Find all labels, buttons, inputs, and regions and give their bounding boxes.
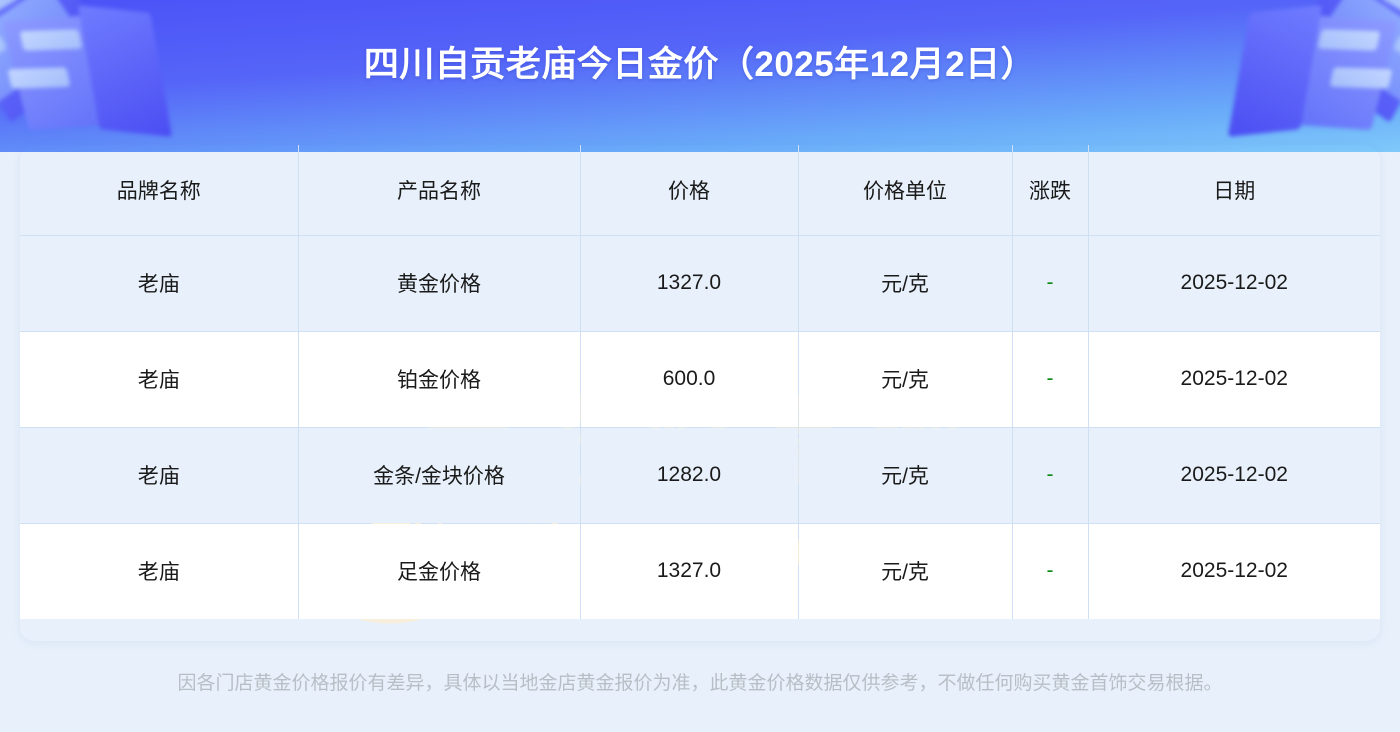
column-header-price: 价格 [580, 145, 799, 236]
cell-unit: 元/克 [798, 331, 1013, 428]
cell-price: 1282.0 [580, 427, 799, 524]
table-row: 老庙 铂金价格 600.0 元/克 - 2025-12-02 [20, 331, 1380, 428]
cell-unit: 元/克 [798, 235, 1013, 332]
price-table-card: 品牌名称 产品名称 价格 价格单位 涨跌 日期 老庙 黄金价格 1327.0 元… [20, 145, 1380, 641]
cell-change: - [1012, 331, 1089, 428]
cell-brand: 老庙 [20, 331, 299, 428]
cell-price: 1327.0 [580, 235, 799, 332]
table-row: 老庙 金条/金块价格 1282.0 元/克 - 2025-12-02 [20, 427, 1380, 524]
cell-product: 足金价格 [298, 523, 581, 619]
gold-price-table: 品牌名称 产品名称 价格 价格单位 涨跌 日期 老庙 黄金价格 1327.0 元… [20, 145, 1380, 619]
column-header-unit: 价格单位 [798, 145, 1013, 236]
column-header-brand: 品牌名称 [20, 145, 299, 236]
cell-change: - [1012, 523, 1089, 619]
cell-brand: 老庙 [20, 427, 299, 524]
table-row: 老庙 黄金价格 1327.0 元/克 - 2025-12-02 [20, 235, 1380, 332]
cell-date: 2025-12-02 [1088, 427, 1380, 524]
cell-date: 2025-12-02 [1088, 331, 1380, 428]
table-header-row: 品牌名称 产品名称 价格 价格单位 涨跌 日期 [20, 145, 1380, 236]
table-row: 老庙 足金价格 1327.0 元/克 - 2025-12-02 [20, 523, 1380, 619]
cell-date: 2025-12-02 [1088, 523, 1380, 619]
cell-product: 黄金价格 [298, 235, 581, 332]
cell-change: - [1012, 427, 1089, 524]
disclaimer-note: 因各门店黄金价格报价有差异，具体以当地金店黄金报价为准，此黄金价格数据仅供参考，… [177, 673, 1223, 694]
cell-price: 600.0 [580, 331, 799, 428]
cell-unit: 元/克 [798, 427, 1013, 524]
cell-unit: 元/克 [798, 523, 1013, 619]
page-banner [0, 0, 1400, 152]
cell-date: 2025-12-02 [1088, 235, 1380, 332]
column-header-date: 日期 [1088, 145, 1380, 236]
page-title: 四川自贡老庙今日金价（2025年12月2日） [363, 45, 1037, 84]
cell-change: - [1012, 235, 1089, 332]
cell-brand: 老庙 [20, 235, 299, 332]
cell-brand: 老庙 [20, 523, 299, 619]
cell-product: 铂金价格 [298, 331, 581, 428]
cell-product: 金条/金块价格 [298, 427, 581, 524]
column-header-change: 涨跌 [1012, 145, 1089, 236]
cell-price: 1327.0 [580, 523, 799, 619]
column-header-product: 产品名称 [298, 145, 581, 236]
